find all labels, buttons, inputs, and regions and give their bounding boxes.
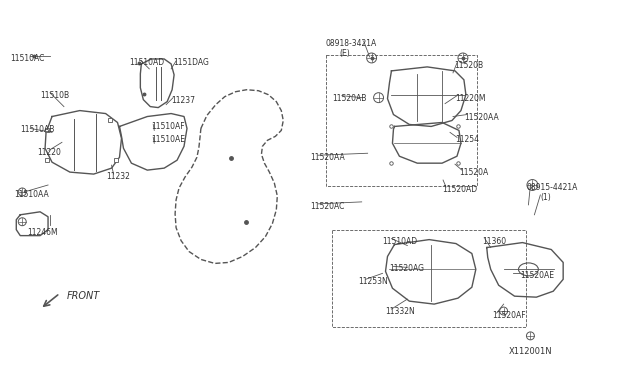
Text: 11520AC: 11520AC [310,202,344,211]
Text: 11254: 11254 [455,135,479,144]
Text: 11520AB: 11520AB [332,94,366,103]
Text: 1151DAG: 1151DAG [173,58,209,67]
Text: 11510AD: 11510AD [129,58,164,67]
Text: 08915-4421A: 08915-4421A [527,183,578,192]
Text: 08918-3421A: 08918-3421A [326,39,377,48]
Text: (1): (1) [540,193,551,202]
Text: 11510AC: 11510AC [10,54,45,63]
Text: FRONT: FRONT [67,291,100,301]
Text: 11510AF: 11510AF [151,122,185,131]
Text: X112001N: X112001N [509,347,552,356]
Text: 11253N: 11253N [358,277,387,286]
Text: 11220: 11220 [37,148,61,157]
Text: 11510AE: 11510AE [151,135,185,144]
Text: 11237: 11237 [171,96,195,105]
Text: 11510AB: 11510AB [20,125,54,134]
Text: 11510AA: 11510AA [14,190,49,199]
Text: 11520AG: 11520AG [390,264,424,273]
Text: 11232: 11232 [107,172,131,181]
Text: (E): (E) [340,49,351,58]
Text: 11510AD: 11510AD [383,237,418,246]
Text: 11510B: 11510B [40,91,69,100]
Text: 11520AF: 11520AF [493,311,526,320]
Text: 11220M: 11220M [455,94,486,103]
Text: 11520AA: 11520AA [310,153,345,162]
Text: 11520B: 11520B [454,61,483,70]
Text: 11246M: 11246M [28,228,58,237]
Text: 11360: 11360 [482,237,506,246]
Text: 11520AA: 11520AA [464,113,499,122]
Text: 11332N: 11332N [385,307,415,316]
Text: 11520A: 11520A [459,168,488,177]
Text: 11520AE: 11520AE [520,271,554,280]
Text: 11520AD: 11520AD [442,185,477,194]
